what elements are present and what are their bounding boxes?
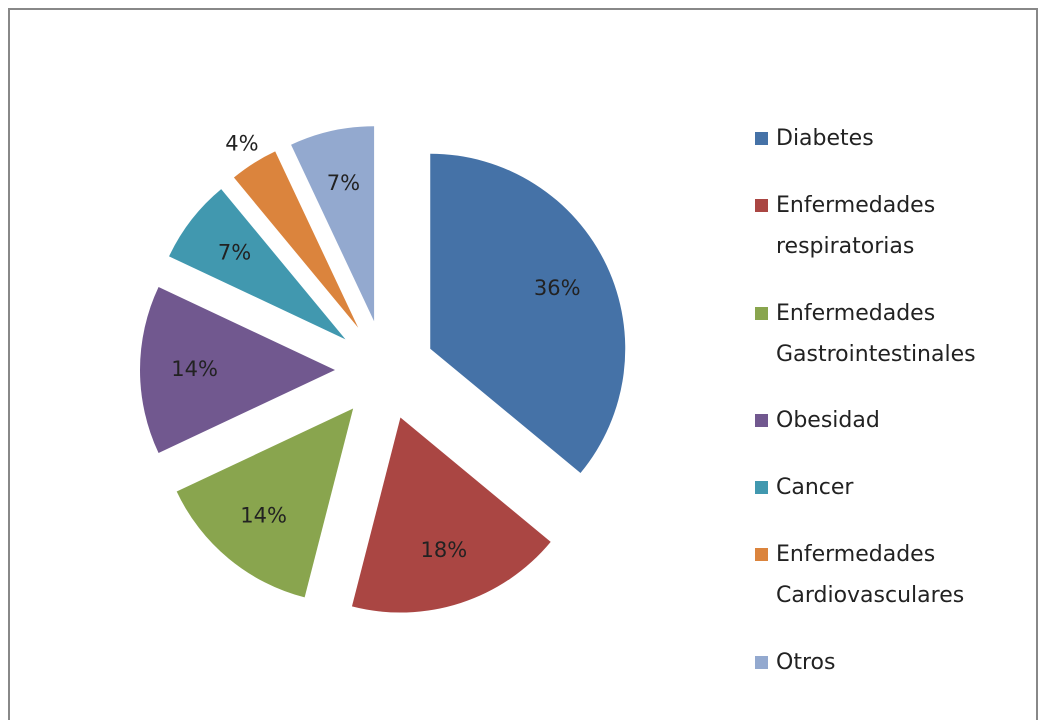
legend-entry: Cancer (755, 467, 1005, 508)
pie-slice (430, 153, 626, 474)
legend-swatch (755, 132, 768, 145)
legend-entry: Enfermedades Cardiovasculares (755, 534, 1005, 616)
legend-label: Diabetes (776, 126, 874, 151)
pie-slice (176, 408, 354, 598)
legend-entry: Enfermedades Gastrointestinales (755, 293, 1005, 375)
data-label: 7% (327, 171, 360, 195)
legend-label: Enfermedades Cardiovasculares (776, 542, 965, 609)
pie-slice (169, 189, 346, 340)
pie-slice (291, 126, 375, 322)
pie-slice (233, 151, 359, 328)
data-label: 14% (240, 504, 287, 528)
legend-swatch (755, 414, 768, 428)
chart-frame (8, 8, 1038, 720)
legend-entry: Diabetes (755, 118, 1005, 159)
pie-slice (140, 286, 335, 454)
data-label: 18% (420, 538, 467, 562)
legend-swatch (755, 548, 768, 562)
legend-label: Enfermedades Gastrointestinales (776, 300, 976, 367)
legend-entry: Obesidad (755, 400, 1005, 441)
pie-slice (351, 417, 551, 613)
data-label: 36% (534, 276, 581, 300)
legend-label: Cancer (776, 475, 854, 501)
legend-swatch (755, 198, 768, 212)
legend-swatch (755, 481, 768, 495)
legend-label: Obesidad (776, 408, 880, 434)
data-label: 7% (218, 240, 251, 264)
data-label: 14% (171, 357, 218, 381)
legend-entry: Otros (755, 642, 1005, 683)
legend-swatch (755, 655, 768, 669)
legend-entry: Enfermedades respiratorias (755, 185, 1005, 267)
data-label: 4% (225, 132, 258, 156)
legend-label: Enfermedades respiratorias (776, 192, 936, 259)
legend-label: Otros (776, 649, 836, 675)
legend-swatch (755, 306, 768, 320)
legend: Diabetes Enfermedades respiratorias Enferm… (755, 118, 1005, 683)
